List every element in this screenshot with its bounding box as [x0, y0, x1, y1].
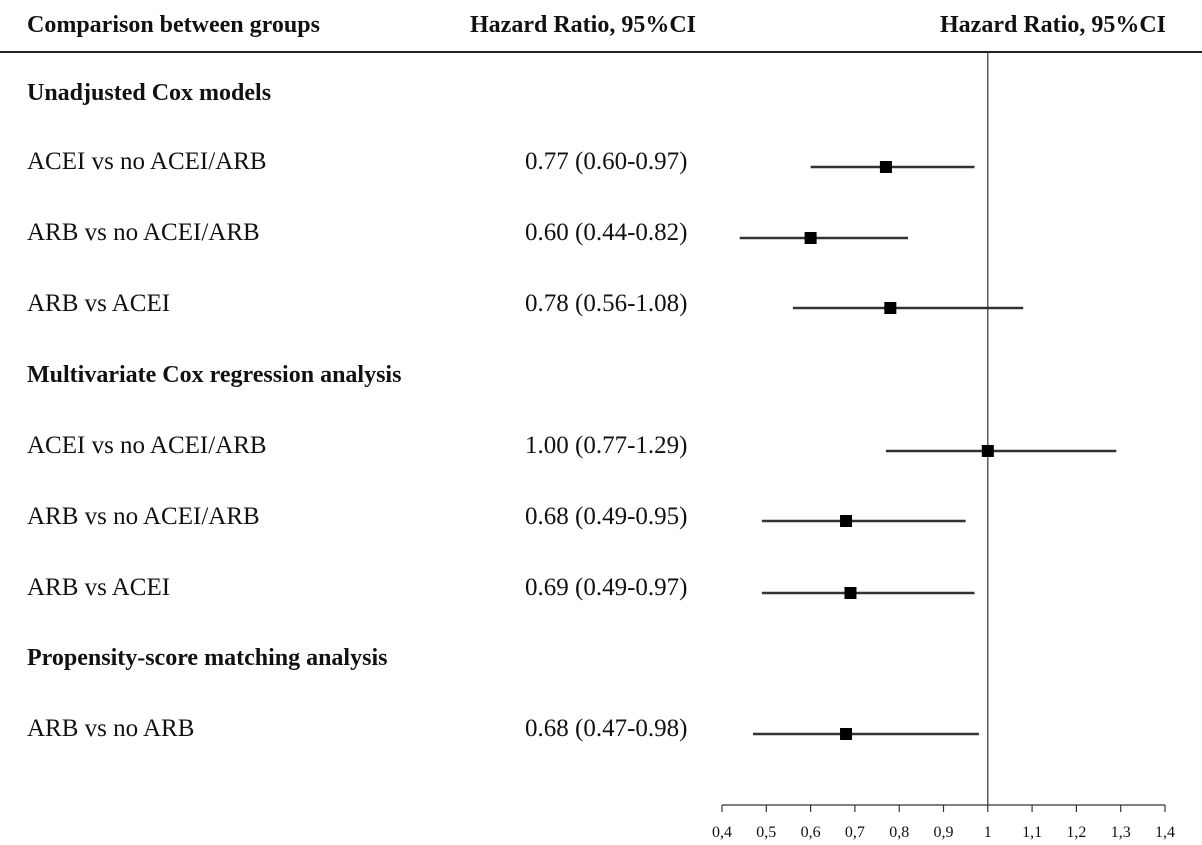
section-title-propensity: Propensity-score matching analysis — [27, 645, 388, 671]
row-label: ACEI vs no ACEI/ARB — [27, 432, 267, 459]
row-hazard-ratio: 0.68 (0.47-0.98) — [525, 715, 688, 742]
row-label: ARB vs ACEI — [27, 574, 171, 601]
column-header-comparison: Comparison between groups — [27, 12, 320, 38]
column-header-plot: Hazard Ratio, 95%CI — [940, 12, 1166, 38]
hazard-ratio-point — [884, 302, 897, 314]
row-label: ARB vs ACEI — [27, 290, 171, 317]
row-label: ARB vs no ARB — [27, 715, 195, 742]
row-label: ARB vs no ACEI/ARB — [27, 219, 260, 246]
x-tick-label: 1,2 — [1066, 824, 1086, 841]
row-label: ARB vs no ACEI/ARB — [27, 503, 260, 530]
row-hazard-ratio: 0.60 (0.44-0.82) — [525, 219, 688, 246]
hazard-ratio-point — [879, 161, 892, 173]
x-tick-label: 0,6 — [801, 824, 821, 841]
hazard-ratio-point — [804, 232, 817, 244]
row-label: ACEI vs no ACEI/ARB — [27, 148, 267, 175]
x-tick-label: 1,3 — [1111, 824, 1131, 841]
row-hazard-ratio: 0.78 (0.56-1.08) — [525, 290, 688, 317]
section-title-unadjusted: Unadjusted Cox models — [27, 80, 272, 106]
row-hazard-ratio: 0.68 (0.49-0.95) — [525, 503, 688, 530]
x-tick-label: 0,4 — [712, 824, 732, 841]
row-hazard-ratio: 0.69 (0.49-0.97) — [525, 574, 688, 601]
row-hazard-ratio: 0.77 (0.60-0.97) — [525, 148, 688, 175]
hazard-ratio-point — [840, 728, 853, 740]
hazard-ratio-point — [981, 445, 994, 457]
hazard-ratio-point — [844, 587, 857, 599]
x-tick-label: 1,1 — [1022, 824, 1042, 841]
column-header-hazard-ratio: Hazard Ratio, 95%CI — [470, 12, 696, 38]
x-axis-ticks: 0,4 0,5 0,6 0,7 0,8 0,9 1 1,1 1,2 1,3 1,4 — [712, 805, 1175, 841]
x-tick-label: 1 — [984, 824, 992, 841]
x-tick-label: 0,5 — [756, 824, 776, 841]
header-divider — [0, 51, 1202, 53]
x-tick-label: 1,4 — [1155, 824, 1175, 841]
x-tick-label: 0,9 — [934, 824, 954, 841]
x-tick-label: 0,8 — [889, 824, 909, 841]
section-title-multivariate: Multivariate Cox regression analysis — [27, 362, 402, 388]
forest-marks — [739, 161, 1117, 740]
row-hazard-ratio: 1.00 (0.77-1.29) — [525, 432, 688, 459]
x-tick-label: 0,7 — [845, 824, 865, 841]
hazard-ratio-point — [840, 515, 853, 527]
